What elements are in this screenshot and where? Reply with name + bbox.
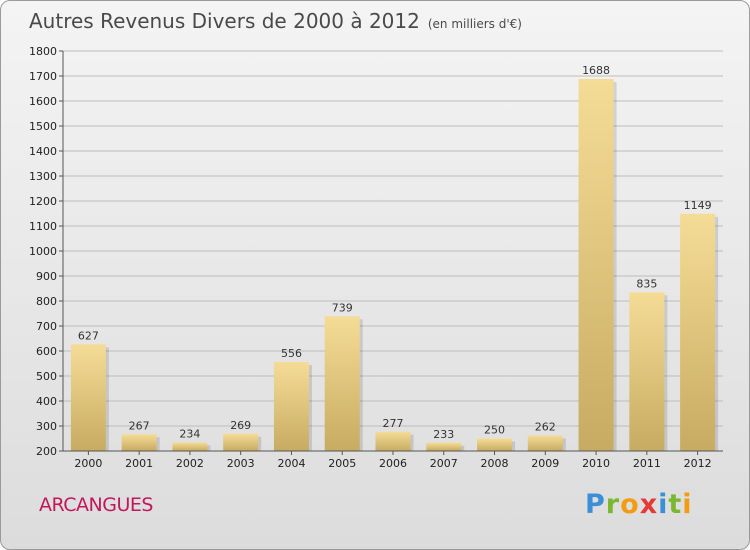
bar-value-label: 277 <box>383 417 404 430</box>
bar <box>324 316 360 451</box>
chart-title: Autres Revenus Divers de 2000 à 2012 (en … <box>29 9 522 33</box>
bar <box>121 434 157 451</box>
logo-letter: r <box>605 489 621 520</box>
bar-value-label: 1149 <box>684 199 712 212</box>
bar-value-label: 267 <box>129 419 150 432</box>
x-tick-label: 2012 <box>684 457 712 470</box>
x-tick-label: 2007 <box>430 457 458 470</box>
bar-value-label: 250 <box>484 424 505 437</box>
y-tick-label: 1700 <box>29 70 57 83</box>
y-axis: 200 300 400 500 600 700 800 900 1000 1100 1200 1300… <box>29 45 64 458</box>
logo-letter: t <box>668 489 683 520</box>
x-tick-label: 2000 <box>74 457 102 470</box>
y-tick-label: 1000 <box>29 245 57 258</box>
title-text: Autres Revenus Divers de 2000 à 2012 <box>29 9 420 33</box>
y-tick-label: 400 <box>36 395 57 408</box>
bar-value-label: 835 <box>636 277 657 290</box>
y-tick-label: 1300 <box>29 170 57 183</box>
x-tick-label: 2009 <box>531 457 559 470</box>
logo-letter: i <box>682 489 693 520</box>
logo-letter: P <box>585 489 606 520</box>
bars: 627 267 234 269 556 739 277 233 250 262 1688 835 114… <box>70 64 719 451</box>
bar <box>426 442 462 451</box>
y-tick-label: 500 <box>36 370 57 383</box>
x-tick-label: 2011 <box>633 457 661 470</box>
bar-value-label: 1688 <box>582 64 610 77</box>
commune-name: ARCANGUES <box>39 494 153 516</box>
y-tick-label: 1100 <box>29 220 57 233</box>
x-tick-label: 2003 <box>227 457 255 470</box>
bar-value-label: 627 <box>78 329 99 342</box>
bar-value-label: 739 <box>332 301 353 314</box>
bar <box>273 362 309 451</box>
bar <box>172 442 208 451</box>
y-tick-label: 300 <box>36 420 57 433</box>
x-tick-label: 2005 <box>328 457 356 470</box>
bar-value-label: 234 <box>179 428 200 441</box>
chart-subtitle: (en milliers d'€) <box>427 17 522 31</box>
bar-value-label: 556 <box>281 347 302 360</box>
bar <box>578 79 614 451</box>
bar <box>629 292 665 451</box>
y-tick-label: 1600 <box>29 95 57 108</box>
x-axis: 2000 2001 2002 2003 2004 2005 2006 2007 2008 2009… <box>63 450 723 470</box>
y-tick-label: 900 <box>36 270 57 283</box>
y-tick-label: 1500 <box>29 120 57 133</box>
grid-lines <box>63 50 723 452</box>
logo-letter: o <box>620 489 640 520</box>
y-tick-label: 600 <box>36 345 57 358</box>
bar <box>70 344 106 451</box>
bar <box>527 435 563 451</box>
y-tick-label: 1200 <box>29 195 57 208</box>
bar-value-label: 262 <box>535 421 556 434</box>
bar <box>680 213 716 451</box>
bar-value-label: 233 <box>433 428 454 441</box>
y-tick-label: 700 <box>36 320 57 333</box>
bar <box>223 433 259 451</box>
logo-letter: i <box>658 489 669 520</box>
x-tick-label: 2002 <box>176 457 204 470</box>
x-tick-label: 2004 <box>277 457 305 470</box>
y-tick-label: 1800 <box>29 45 57 58</box>
y-tick-label: 200 <box>36 445 57 458</box>
bar-value-label: 269 <box>230 419 251 432</box>
y-tick-label: 800 <box>36 295 57 308</box>
y-tick-label: 1400 <box>29 145 57 158</box>
proxiti-logo[interactable]: Proxiti <box>585 489 693 520</box>
bar <box>477 438 513 451</box>
bar <box>375 431 411 451</box>
logo-letter: x <box>639 489 659 520</box>
x-tick-label: 2006 <box>379 457 407 470</box>
x-tick-label: 2008 <box>481 457 509 470</box>
x-tick-label: 2010 <box>582 457 610 470</box>
x-tick-label: 2001 <box>125 457 153 470</box>
